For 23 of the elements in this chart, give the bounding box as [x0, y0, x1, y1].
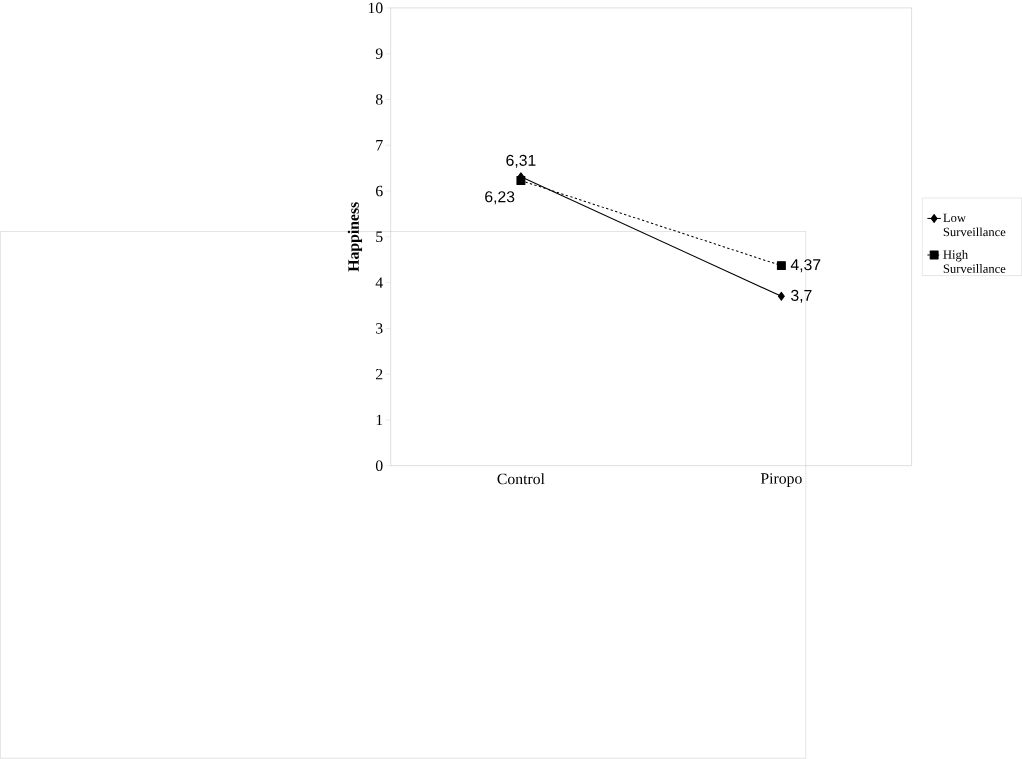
- y-tick-label: 9: [375, 48, 383, 60]
- legend-label: High Surveillance: [943, 250, 1006, 274]
- y-tick-label: 10: [368, 2, 383, 14]
- data-label: 6,23: [485, 191, 515, 205]
- y-tick-label: 8: [375, 94, 383, 105]
- y-tick-label: 2: [376, 369, 383, 380]
- point: [777, 292, 785, 301]
- x-tick-label: Piropo: [760, 473, 802, 488]
- data-label: 6,31: [506, 154, 536, 168]
- y-tick-label: 4: [375, 277, 383, 288]
- point: [516, 176, 526, 186]
- y-tick-label: 6: [375, 185, 383, 197]
- y-tick-label: 0: [375, 460, 383, 472]
- legend-label: Low Surveillance: [943, 213, 1006, 237]
- data-label: 4,37: [790, 259, 821, 273]
- y-tick-label: 1: [376, 414, 383, 426]
- y-axis-title: Happiness: [347, 202, 363, 272]
- y-tick-label: 7: [376, 140, 383, 151]
- x-tick-label: Control: [497, 473, 545, 485]
- y-tick-label: 5: [376, 231, 383, 243]
- data-label: 3,7: [791, 289, 812, 303]
- point: [776, 261, 786, 271]
- y-tick-label: 3: [376, 323, 383, 334]
